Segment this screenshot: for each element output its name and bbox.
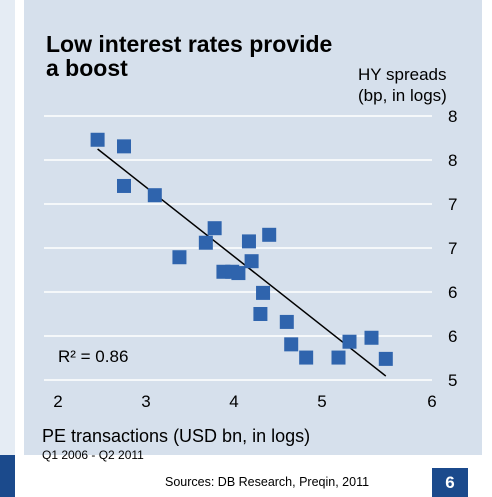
trend-line <box>97 148 387 377</box>
data-point-marker <box>244 254 259 269</box>
x-tick-label: 6 <box>427 392 436 411</box>
y-axis-label: HY spreads (bp, in logs) <box>358 65 447 105</box>
y-tick-label: 6 <box>448 327 457 346</box>
chart-panel <box>24 0 482 455</box>
data-points <box>90 132 393 366</box>
data-point-marker <box>117 178 131 193</box>
data-point-marker <box>147 188 162 203</box>
data-point-marker <box>262 227 277 242</box>
period-note: Q1 2006 - Q2 2011 <box>42 448 144 462</box>
x-tick-labels: 2 3 4 5 6 <box>53 392 436 411</box>
chart-title: Low interest rates provide a boost <box>46 31 333 81</box>
y-tick-label: 7 <box>448 195 457 214</box>
data-point-marker <box>90 132 105 147</box>
y-tick-label: 8 <box>448 151 457 170</box>
data-point-marker <box>299 350 314 365</box>
data-point-marker <box>253 307 268 321</box>
x-tick-label: 3 <box>141 392 150 411</box>
left-margin-stripe-accent <box>0 455 15 497</box>
data-point-marker <box>241 234 256 249</box>
data-point-marker <box>117 139 131 154</box>
x-axis-label: PE transactions (USD bn, in logs) <box>42 426 311 446</box>
data-point-marker <box>342 334 357 349</box>
x-tick-label: 5 <box>317 392 326 411</box>
data-point-marker <box>172 250 187 265</box>
y-tick-labels: 8 8 7 7 6 6 5 <box>448 107 457 390</box>
page-number-badge: 6 <box>432 468 468 497</box>
data-point-marker <box>198 235 213 250</box>
y-tick-label: 8 <box>448 107 457 126</box>
data-point-marker <box>207 221 222 236</box>
y-tick-label: 6 <box>448 283 457 302</box>
x-tick-label: 2 <box>53 392 62 411</box>
data-point-marker <box>284 337 299 352</box>
x-tick-label: 4 <box>229 392 238 411</box>
data-point-marker <box>364 330 379 345</box>
sources-note: Sources: DB Research, Preqin, 2011 <box>165 475 370 489</box>
data-point-marker <box>256 285 271 300</box>
trendline-group <box>97 148 387 377</box>
y-tick-label: 5 <box>448 371 457 390</box>
data-point-marker <box>231 266 246 281</box>
data-point-marker <box>279 314 294 329</box>
data-point-marker <box>378 351 393 366</box>
data-point-marker <box>331 350 346 365</box>
left-margin-stripe <box>0 0 15 497</box>
r-squared-annotation: R² = 0.86 <box>58 347 128 366</box>
y-tick-label: 7 <box>448 239 457 258</box>
